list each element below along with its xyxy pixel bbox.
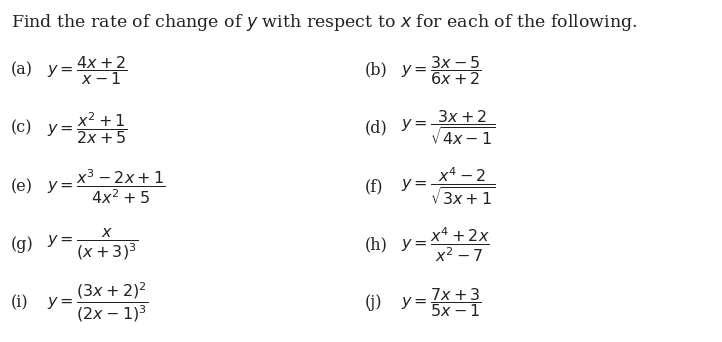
Text: $y = \dfrac{3x - 5}{6x + 2}$: $y = \dfrac{3x - 5}{6x + 2}$ bbox=[401, 54, 482, 87]
Text: $y = \dfrac{3x + 2}{\sqrt{4x - 1}}$: $y = \dfrac{3x + 2}{\sqrt{4x - 1}}$ bbox=[401, 109, 495, 148]
Text: $y = \dfrac{x^3 - 2x + 1}{4x^2 + 5}$: $y = \dfrac{x^3 - 2x + 1}{4x^2 + 5}$ bbox=[47, 167, 165, 206]
Text: (d): (d) bbox=[365, 120, 388, 137]
Text: (h): (h) bbox=[365, 236, 388, 253]
Text: (i): (i) bbox=[11, 294, 28, 311]
Text: (j): (j) bbox=[365, 294, 382, 311]
Text: $y = \dfrac{(3x + 2)^2}{(2x - 1)^3}$: $y = \dfrac{(3x + 2)^2}{(2x - 1)^3}$ bbox=[47, 281, 148, 324]
Text: Find the rate of change of $y$ with respect to $x$ for each of the following.: Find the rate of change of $y$ with resp… bbox=[11, 12, 637, 33]
Text: $y = \dfrac{x^4 - 2}{\sqrt{3x + 1}}$: $y = \dfrac{x^4 - 2}{\sqrt{3x + 1}}$ bbox=[401, 166, 495, 207]
Text: $y = \dfrac{7x + 3}{5x - 1}$: $y = \dfrac{7x + 3}{5x - 1}$ bbox=[401, 286, 482, 319]
Text: $y = \dfrac{x}{(x + 3)^3}$: $y = \dfrac{x}{(x + 3)^3}$ bbox=[47, 227, 138, 262]
Text: $y = \dfrac{x^4 + 2x}{x^2 - 7}$: $y = \dfrac{x^4 + 2x}{x^2 - 7}$ bbox=[401, 225, 490, 264]
Text: $y = \dfrac{4x + 2}{x - 1}$: $y = \dfrac{4x + 2}{x - 1}$ bbox=[47, 54, 128, 87]
Text: (e): (e) bbox=[11, 178, 32, 195]
Text: $y = \dfrac{x^2 + 1}{2x + 5}$: $y = \dfrac{x^2 + 1}{2x + 5}$ bbox=[47, 110, 128, 146]
Text: (a): (a) bbox=[11, 62, 32, 79]
Text: (f): (f) bbox=[365, 178, 383, 195]
Text: (b): (b) bbox=[365, 62, 388, 79]
Text: (g): (g) bbox=[11, 236, 34, 253]
Text: (c): (c) bbox=[11, 120, 32, 137]
